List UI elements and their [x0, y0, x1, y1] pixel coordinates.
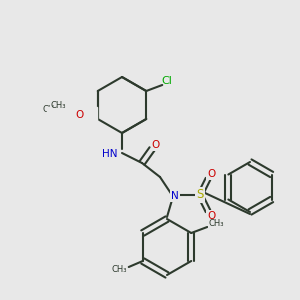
Text: O: O [76, 110, 84, 120]
Text: O: O [152, 140, 160, 150]
Text: S: S [196, 188, 204, 202]
Text: CH₃: CH₃ [111, 266, 127, 274]
Text: HN: HN [102, 149, 118, 159]
Text: CH₃: CH₃ [208, 220, 224, 229]
Text: Cl: Cl [162, 76, 173, 86]
Text: CH₃: CH₃ [50, 100, 65, 109]
Bar [47, 107, 97, 125]
Text: CH₃: CH₃ [42, 104, 58, 113]
Text: N: N [171, 191, 179, 201]
Text: O: O [70, 114, 78, 124]
Text: O: O [207, 211, 215, 221]
Text: O: O [207, 169, 215, 179]
